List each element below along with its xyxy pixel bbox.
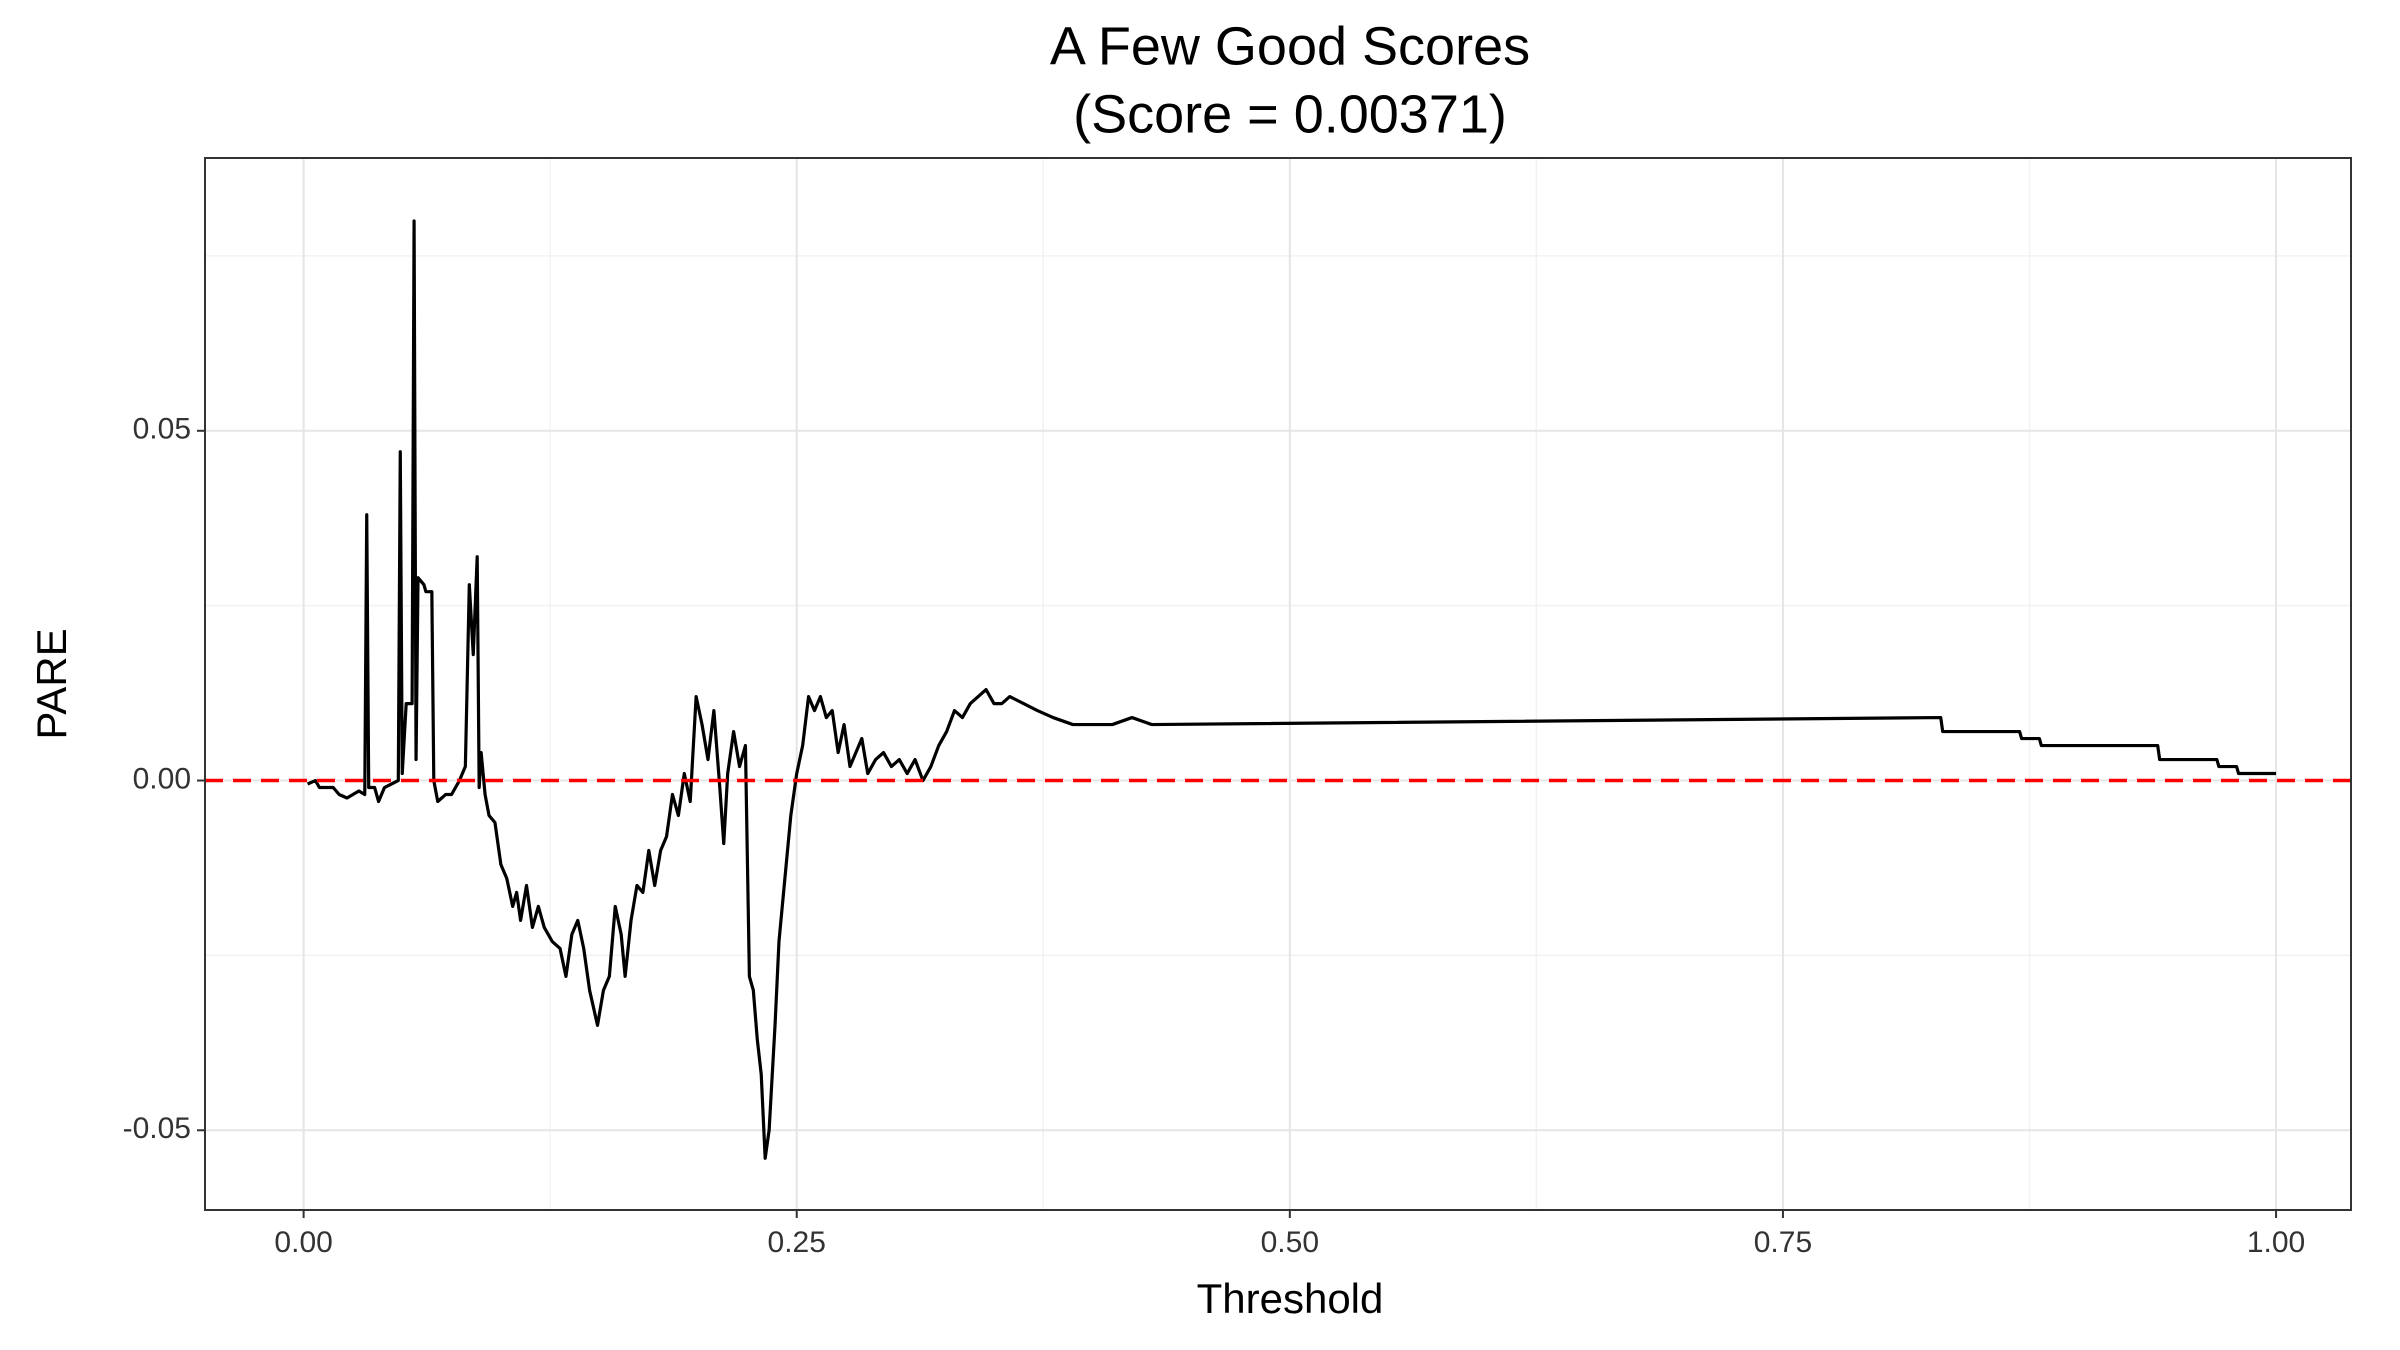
y-axis-label: PARE (28, 628, 75, 739)
y-tick-label: 0.00 (133, 762, 191, 795)
panel-border (204, 157, 2352, 1211)
x-axis-label: Threshold (1197, 1275, 1384, 1322)
chart-subtitle: (Score = 0.00371) (1073, 84, 1507, 144)
chart-title: A Few Good Scores (1050, 16, 1530, 76)
y-tick-label: -0.05 (123, 1112, 191, 1145)
x-tick-label: 0.00 (274, 1226, 332, 1259)
plot-panel (205, 158, 2351, 1210)
data-line (306, 219, 2277, 1160)
x-tick-label: 0.50 (1261, 1226, 1319, 1259)
x-tick-label: 0.25 (768, 1226, 826, 1259)
y-tick-label: 0.05 (133, 413, 191, 446)
x-tick-label: 1.00 (2247, 1226, 2305, 1259)
x-tick-label: 0.75 (1754, 1226, 1812, 1259)
